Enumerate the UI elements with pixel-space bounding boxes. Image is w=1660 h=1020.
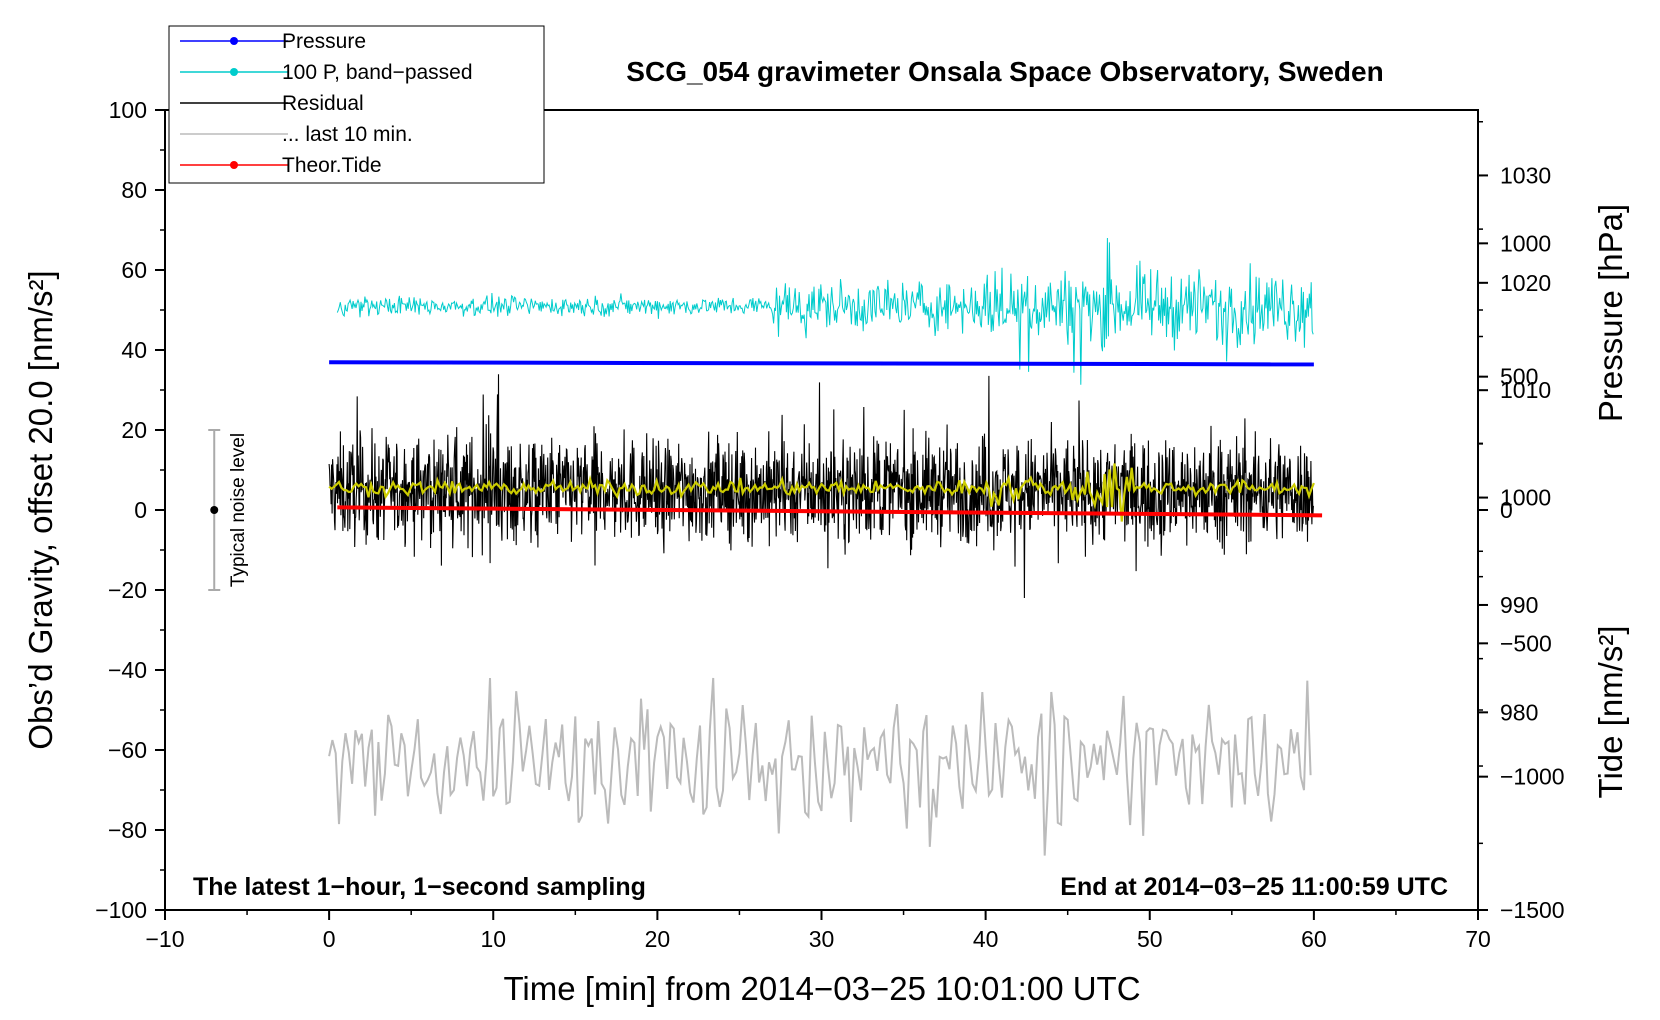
- legend-box: [168, 25, 545, 184]
- x-axis: −10 0 10 20 30 40 50 60 70: [145, 910, 1491, 952]
- y-tick-label: 20: [121, 417, 147, 443]
- series-last-10-min: [328, 677, 1312, 856]
- pressure-tick-label: 990: [1500, 592, 1538, 618]
- y-tick-label: 0: [134, 497, 147, 523]
- pressure-tick-label: 980: [1500, 699, 1538, 725]
- chart-title: SCG_054 gravimeter Onsala Space Observat…: [626, 56, 1383, 87]
- legend-marker: [230, 68, 238, 76]
- tide-tick-label: −1500: [1500, 897, 1565, 923]
- x-tick-label: 20: [645, 926, 671, 952]
- noise-bar-label: Typical noise level: [228, 433, 249, 587]
- x-tick-label: 40: [973, 926, 999, 952]
- footer-left: The latest 1−hour, 1−second sampling: [193, 873, 646, 901]
- data-layer: [328, 237, 1323, 856]
- tide-tick-label: 1000: [1500, 230, 1551, 256]
- y-tick-label: −60: [108, 737, 147, 763]
- y-axis-pressure: 1030 1020 1010 1000 990 980: [1478, 120, 1551, 767]
- x-tick-label: 50: [1137, 926, 1163, 952]
- series-theor-tide: [337, 505, 1323, 518]
- y-axis-gravity: 100 80 60 40 20 0 −20 −40 −60 −80 −100: [95, 97, 165, 923]
- pressure-tick-label: 1030: [1500, 162, 1551, 188]
- tide-axis-label: Tide [nm/s²]: [1592, 626, 1629, 799]
- series-pressure: [329, 360, 1314, 367]
- y-tick-label: 80: [121, 177, 147, 203]
- x-tick-label: 10: [480, 926, 506, 952]
- x-tick-label: −10: [145, 926, 184, 952]
- legend-label: Theor.Tide: [282, 154, 382, 177]
- pressure-tick-label: 1010: [1500, 377, 1551, 403]
- tide-tick-label: −500: [1500, 630, 1552, 656]
- legend-label: Pressure: [282, 30, 366, 53]
- legend-marker: [230, 37, 238, 45]
- legend-label: Residual: [282, 92, 364, 115]
- x-axis-label: Time [min] from 2014−03−25 10:01:00 UTC: [503, 970, 1140, 1007]
- legend: Pressure 100 P, band−passed Residual ... la…: [168, 25, 545, 184]
- y-tick-label: 100: [109, 97, 147, 123]
- y-tick-label: −40: [108, 657, 147, 683]
- x-tick-label: 70: [1465, 926, 1491, 952]
- tide-tick-label: −1000: [1500, 764, 1565, 790]
- y-tick-label: −20: [108, 577, 147, 603]
- pressure-axis-label: Pressure [hPa]: [1592, 204, 1629, 422]
- footer-right: End at 2014−03−25 11:00:59 UTC: [1060, 873, 1448, 901]
- legend-label: ... last 10 min.: [282, 123, 413, 146]
- x-tick-label: 0: [323, 926, 336, 952]
- legend-label: 100 P, band−passed: [282, 61, 473, 84]
- tide-tick-label: 0: [1500, 497, 1513, 523]
- tide-tick-label: 500: [1500, 364, 1538, 390]
- y-axis-label: Obs’d Gravity, offset 20.0 [nm/s²]: [22, 270, 59, 749]
- noise-bar-center: [210, 506, 219, 514]
- series-residual-smoothed: [328, 463, 1315, 522]
- pressure-tick-label: 1020: [1500, 270, 1551, 296]
- y-tick-label: 60: [121, 257, 147, 283]
- legend-marker: [230, 161, 238, 169]
- series-band-passed-pressure: [336, 237, 1314, 385]
- x-tick-label: 30: [809, 926, 835, 952]
- y-tick-label: 40: [121, 337, 147, 363]
- x-tick-label: 60: [1301, 926, 1327, 952]
- noise-level-bar: Typical noise level: [208, 429, 249, 591]
- y-axis-tide: 1000 500 0 −500 −1000 −1500: [1478, 230, 1565, 923]
- y-tick-label: −100: [95, 897, 147, 923]
- pressure-tick-label: 1000: [1500, 485, 1551, 511]
- y-tick-label: −80: [108, 817, 147, 843]
